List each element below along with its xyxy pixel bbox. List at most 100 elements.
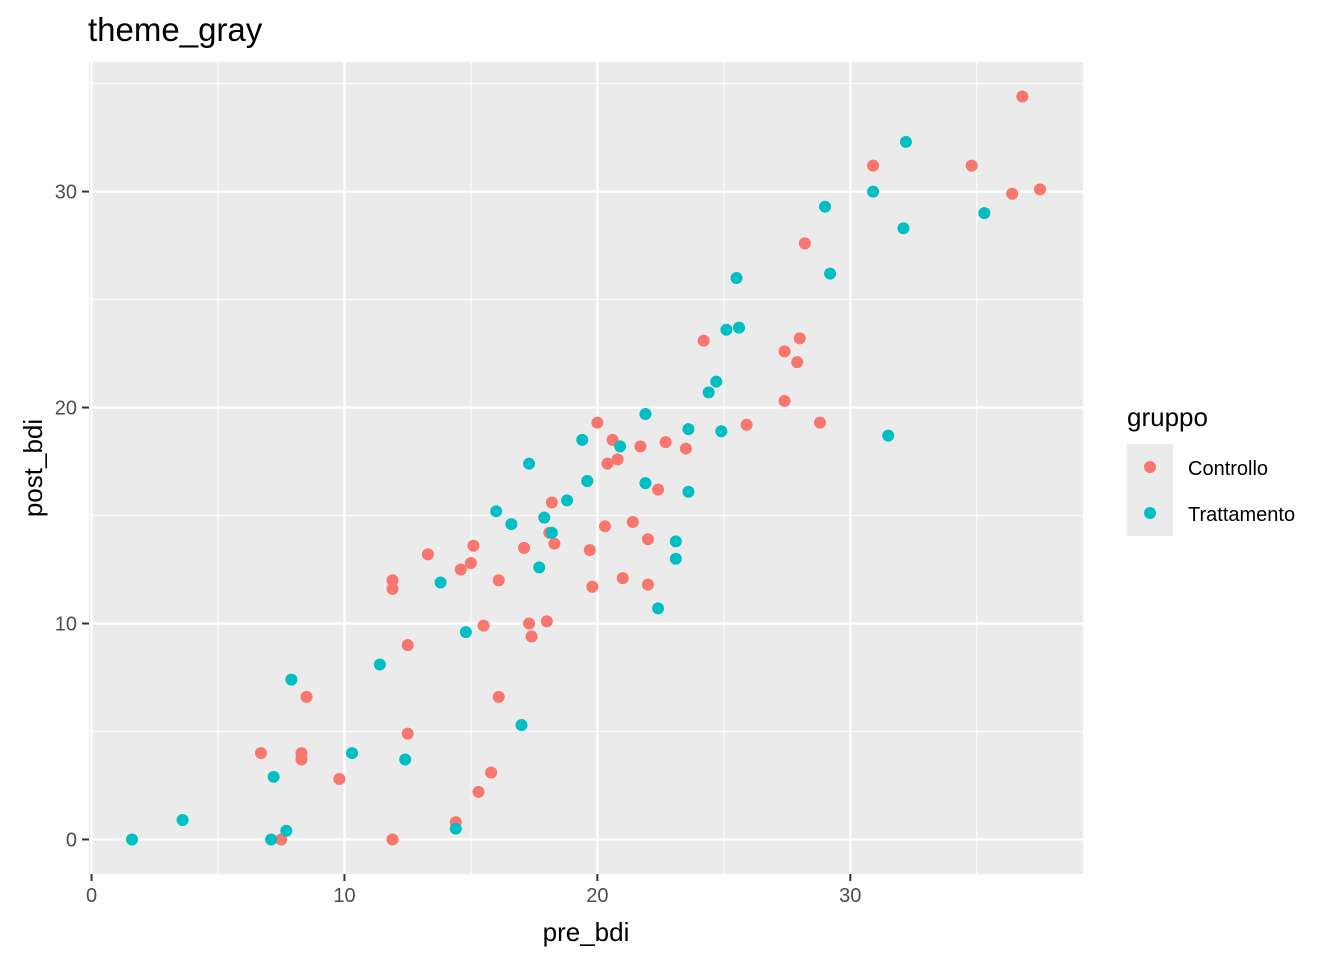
data-point-controllo (477, 619, 490, 632)
data-point-controllo (867, 159, 880, 172)
data-point-controllo (778, 345, 791, 358)
data-point-controllo (333, 772, 346, 785)
legend-title: gruppo (1127, 402, 1208, 432)
data-point-controllo (813, 416, 826, 429)
data-point-controllo (641, 578, 654, 591)
data-point-trattamento (710, 375, 723, 388)
data-point-trattamento (899, 135, 912, 148)
data-point-trattamento (373, 658, 386, 671)
data-point-trattamento (682, 423, 695, 436)
data-point-trattamento (505, 518, 518, 531)
data-point-trattamento (267, 770, 280, 783)
minor-gridlines (89, 62, 1083, 874)
y-tick-label: 0 (66, 829, 77, 851)
data-point-controllo (386, 574, 399, 587)
data-point-controllo (641, 533, 654, 546)
data-point-trattamento (576, 433, 589, 446)
legend-label-trattamento: Trattamento (1188, 504, 1295, 526)
data-point-controllo (254, 747, 267, 760)
data-point-trattamento (346, 747, 359, 760)
data-point-controllo (679, 442, 692, 455)
data-point-trattamento (399, 753, 412, 766)
data-point-controllo (472, 785, 485, 798)
x-axis: 0 10 20 30 (86, 874, 861, 907)
data-point-trattamento (449, 822, 462, 835)
y-axis-title: post_bdi (18, 419, 48, 517)
x-tick-label: 20 (586, 885, 608, 907)
data-point-controllo (778, 395, 791, 408)
data-point-controllo (601, 457, 614, 470)
data-point-controllo (523, 617, 536, 630)
data-point-controllo (275, 833, 288, 846)
data-point-trattamento (515, 718, 528, 731)
data-point-trattamento (702, 386, 715, 399)
data-point-controllo (386, 582, 399, 595)
data-point-trattamento (523, 457, 536, 470)
data-point-trattamento (639, 408, 652, 421)
data-point-trattamento (176, 814, 189, 827)
y-axis: 0 10 20 30 (55, 182, 89, 851)
data-point-controllo (591, 416, 604, 429)
data-point-controllo (518, 541, 531, 554)
data-point-controllo (464, 557, 477, 570)
data-point-trattamento (581, 474, 594, 487)
data-point-controllo (467, 539, 480, 552)
data-points (125, 90, 1047, 846)
data-point-trattamento (614, 440, 627, 453)
data-point-trattamento (897, 222, 910, 235)
data-point-trattamento (669, 535, 682, 548)
data-point-controllo (634, 440, 647, 453)
data-point-trattamento (652, 602, 665, 615)
data-point-trattamento (285, 673, 298, 686)
data-point-trattamento (125, 833, 138, 846)
data-point-controllo (611, 453, 624, 466)
y-tick-label: 10 (55, 613, 77, 635)
data-point-controllo (492, 574, 505, 587)
plot-panel (89, 62, 1083, 874)
data-point-controllo (1016, 90, 1029, 103)
legend-label-controllo: Controllo (1188, 458, 1268, 480)
legend-key-background (1127, 444, 1173, 536)
data-point-trattamento (434, 576, 447, 589)
data-point-trattamento (715, 425, 728, 438)
data-point-controllo (586, 580, 599, 593)
data-point-controllo (791, 356, 804, 369)
data-point-trattamento (978, 207, 991, 220)
data-point-trattamento (720, 323, 733, 336)
data-point-controllo (1034, 183, 1047, 196)
data-point-controllo (421, 548, 434, 561)
data-point-controllo (545, 496, 558, 509)
x-axis-title: pre_bdi (543, 917, 630, 947)
data-point-trattamento (533, 561, 546, 574)
x-tick-label: 10 (333, 885, 355, 907)
data-point-controllo (740, 418, 753, 431)
legend-key-trattamento (1144, 507, 1156, 519)
x-tick-label: 0 (86, 885, 97, 907)
data-point-controllo (626, 515, 639, 528)
data-point-controllo (652, 483, 665, 496)
data-point-trattamento (459, 626, 472, 639)
y-tick-label: 20 (55, 398, 77, 420)
data-point-controllo (1006, 187, 1019, 200)
data-point-controllo (540, 615, 553, 628)
data-point-trattamento (490, 505, 503, 518)
data-point-controllo (300, 690, 313, 703)
data-point-trattamento (730, 271, 743, 284)
data-point-controllo (492, 690, 505, 703)
major-gridlines (89, 62, 1083, 874)
data-point-trattamento (265, 833, 278, 846)
chart-title: theme_gray (88, 11, 263, 48)
data-point-controllo (697, 334, 710, 347)
data-point-trattamento (561, 494, 574, 507)
data-point-trattamento (867, 185, 880, 198)
data-point-controllo (616, 572, 629, 585)
y-tick-label: 30 (55, 182, 77, 204)
data-point-trattamento (733, 321, 746, 334)
legend-key-controllo (1144, 461, 1156, 473)
legend: gruppo Controllo Trattamento (1127, 402, 1295, 536)
data-point-controllo (485, 766, 498, 779)
x-tick-label: 30 (839, 885, 861, 907)
data-point-controllo (386, 833, 399, 846)
data-point-trattamento (824, 267, 837, 280)
